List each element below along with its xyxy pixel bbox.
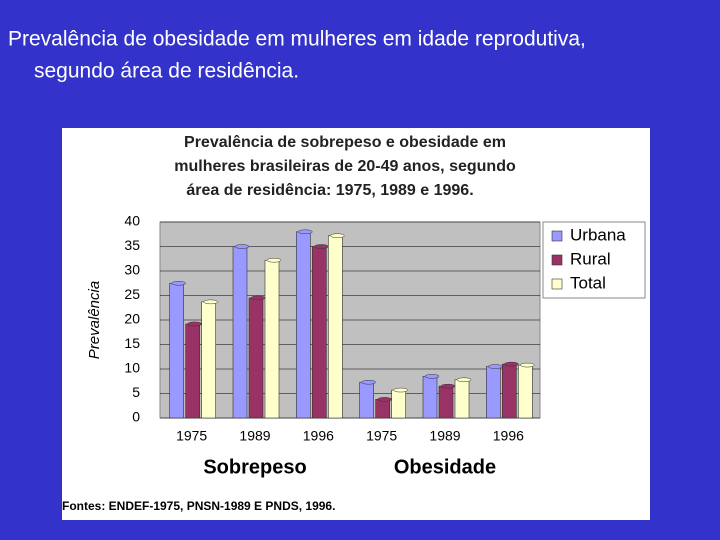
bar-top — [314, 244, 329, 249]
bar — [264, 259, 280, 419]
y-tick-label: 5 — [132, 384, 140, 400]
x-tick-label: 1975 — [176, 428, 207, 444]
legend-swatch — [551, 278, 563, 290]
legend-swatch — [551, 254, 563, 266]
bar — [201, 301, 216, 419]
bar-top — [424, 374, 440, 379]
legend-label: Urbana — [570, 225, 626, 244]
legend-swatch — [551, 230, 563, 242]
slide-title: segundo área de residência. — [34, 60, 299, 83]
x-tick-label: 1996 — [303, 428, 334, 444]
bar — [502, 363, 517, 419]
bar — [248, 297, 264, 419]
y-tick-label: 35 — [124, 237, 140, 253]
bar-top — [393, 387, 408, 393]
bar-top — [203, 299, 218, 305]
bar — [359, 381, 374, 419]
bar — [422, 376, 438, 419]
bar-top — [266, 257, 282, 263]
bar — [518, 364, 533, 419]
y-tick-label: 10 — [124, 360, 140, 376]
bar-top — [234, 244, 250, 249]
bar-top — [361, 379, 376, 385]
x-tick-label: 1996 — [493, 428, 524, 444]
y-tick-label: 20 — [124, 311, 140, 327]
group-label: Obesidade — [394, 456, 496, 478]
bar — [486, 366, 501, 419]
bar-top — [456, 377, 472, 383]
bar — [185, 323, 200, 419]
y-tick-label: 15 — [124, 335, 140, 351]
bar-top — [488, 364, 503, 369]
chart-title: mulheres brasileiras de 20-49 anos, segu… — [174, 158, 516, 175]
bar — [169, 282, 184, 419]
bar-top — [171, 281, 186, 286]
bar — [328, 235, 343, 419]
y-tick-label: 40 — [124, 213, 140, 229]
bar — [438, 385, 454, 419]
slide-title: Prevalência de obesidade em mulheres em … — [8, 28, 586, 51]
bar-top — [440, 383, 456, 389]
x-tick-label: 1975 — [366, 428, 397, 444]
chart-title: Prevalência de sobrepeso e obesidade em — [184, 134, 506, 151]
bar-top — [298, 229, 313, 235]
legend-label: Total — [570, 273, 606, 292]
bar — [454, 379, 470, 419]
bar — [312, 246, 327, 419]
y-tick-label: 30 — [124, 262, 140, 278]
bar-top — [377, 397, 392, 402]
group-label: Sobrepeso — [203, 456, 306, 478]
bar-top — [250, 295, 266, 301]
chart-title: área de residência: 1975, 1989 e 1996. — [186, 182, 473, 199]
bar — [232, 246, 248, 419]
y-axis-label: Prevalência — [86, 281, 103, 359]
source: Fontes: ENDEF-1975, PNSN-1989 E PNDS, 19… — [62, 499, 335, 513]
legend-label: Rural — [570, 249, 611, 268]
bar-top — [187, 321, 202, 327]
bar-top — [504, 361, 519, 367]
bar-top — [520, 362, 535, 368]
bar — [296, 231, 311, 419]
x-tick-label: 1989 — [239, 428, 270, 444]
bar — [375, 399, 390, 419]
bar — [391, 389, 406, 419]
y-tick-label: 0 — [132, 409, 140, 425]
bar-top — [330, 233, 345, 238]
y-tick-label: 25 — [124, 286, 140, 302]
x-tick-label: 1989 — [429, 428, 460, 444]
